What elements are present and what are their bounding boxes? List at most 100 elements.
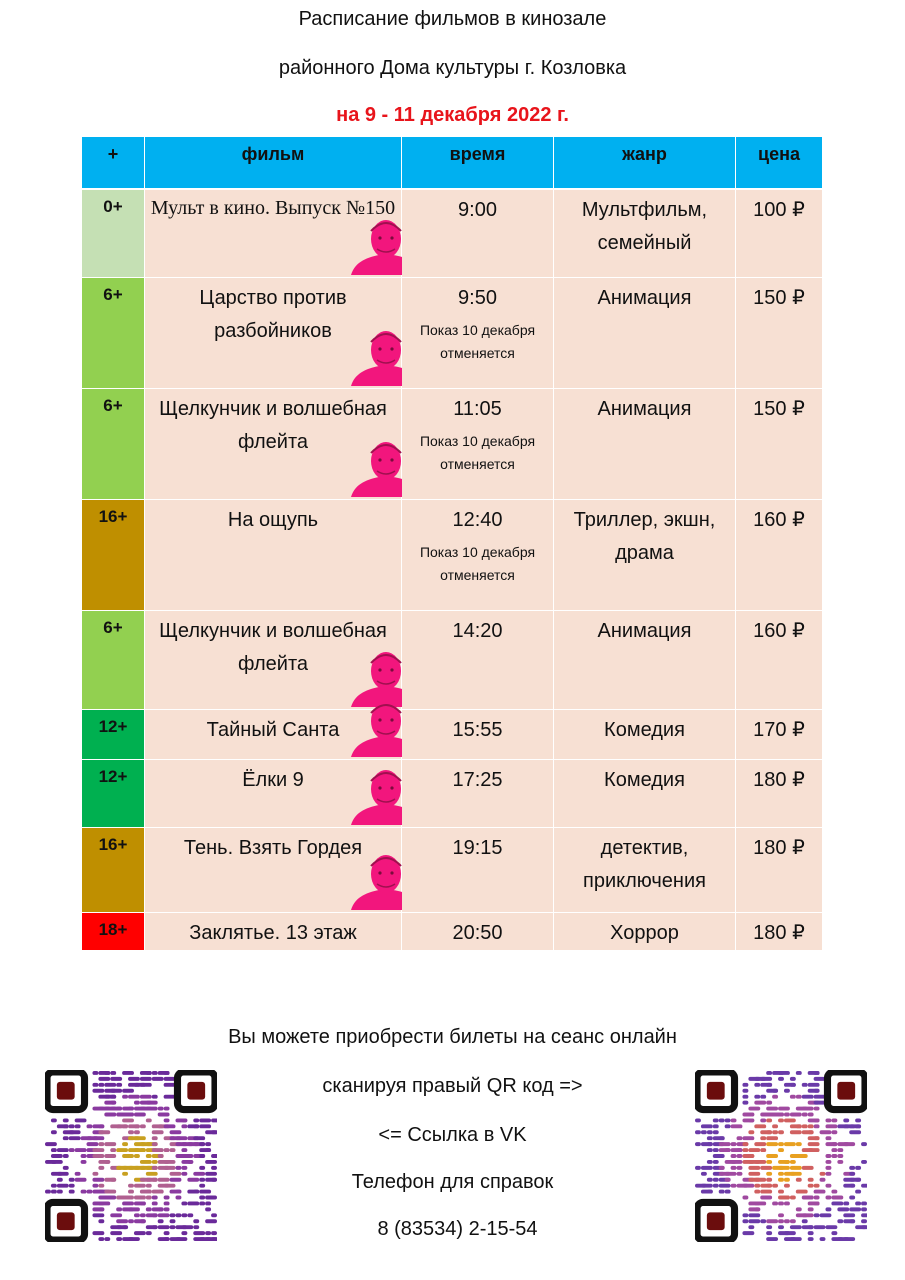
qr-module xyxy=(825,1165,832,1170)
qr-module xyxy=(157,1219,164,1224)
qr-module xyxy=(724,1118,731,1123)
qr-code[interactable] xyxy=(45,1070,217,1242)
qr-module xyxy=(199,1142,206,1147)
qr-module xyxy=(169,1130,182,1135)
qr-module xyxy=(169,1219,176,1224)
qr-module xyxy=(742,1082,749,1087)
qr-module xyxy=(789,1130,802,1135)
note: Показ 10 декабря отменяется xyxy=(419,322,536,361)
qr-module xyxy=(730,1154,737,1158)
qr-module xyxy=(151,1195,158,1200)
qr-module xyxy=(742,1195,749,1200)
qr-module xyxy=(139,1159,152,1164)
qr-module xyxy=(187,1159,194,1164)
qr-module xyxy=(169,1213,176,1218)
qr-module xyxy=(62,1165,69,1170)
price: 150 ₽ xyxy=(753,398,805,420)
qr-module xyxy=(50,1154,63,1158)
qr-module xyxy=(205,1171,217,1176)
genre-cell: детектив, приключения xyxy=(554,828,736,913)
qr-module xyxy=(831,1231,838,1236)
qr-module xyxy=(772,1124,779,1129)
qr-module xyxy=(825,1225,838,1230)
price: 180 ₽ xyxy=(753,769,805,791)
qr-module xyxy=(181,1118,188,1123)
qr-module xyxy=(760,1189,773,1194)
time: 15:55 xyxy=(452,719,503,741)
qr-module xyxy=(795,1207,802,1212)
qr-module xyxy=(68,1177,75,1182)
qr-module xyxy=(139,1094,152,1099)
age-cell: 12+ xyxy=(82,760,145,828)
qr-module xyxy=(766,1237,779,1241)
qr-module xyxy=(181,1231,188,1236)
film-cell: На ощупь xyxy=(145,500,402,611)
table-row: 12+ Ёлки 9 17:25 Комедия 180 ₽ xyxy=(82,760,823,828)
qr-module xyxy=(778,1225,784,1230)
qr-module xyxy=(742,1094,749,1099)
qr-module xyxy=(807,1183,814,1188)
qr-module xyxy=(187,1213,194,1218)
qr-module xyxy=(98,1219,105,1224)
qr-module xyxy=(110,1231,123,1236)
qr-module xyxy=(187,1201,200,1206)
qr-module xyxy=(181,1225,194,1230)
genre: Хоррор xyxy=(610,922,679,944)
film: Щелкунчик и волшебная флейта xyxy=(159,398,387,453)
table-row: 16+ На ощупь 12:40 Показ 10 декабря отменяе… xyxy=(82,500,823,611)
qr-module xyxy=(789,1076,796,1081)
qr-module xyxy=(56,1177,63,1182)
qr-finder xyxy=(56,1212,75,1231)
qr-module xyxy=(778,1148,784,1153)
age: 16+ xyxy=(98,507,128,526)
qr-module xyxy=(211,1118,217,1123)
qr-module xyxy=(849,1183,856,1188)
age: 16+ xyxy=(98,835,128,854)
qr-module xyxy=(766,1177,773,1182)
column-header: + xyxy=(82,137,145,190)
qr-module xyxy=(56,1148,69,1153)
qr-module xyxy=(795,1177,802,1182)
qr-module xyxy=(748,1225,755,1230)
qr-module xyxy=(169,1148,176,1153)
qr-module xyxy=(163,1118,170,1123)
qr-module xyxy=(205,1231,212,1236)
table-row: 0+ Мульт в кино. Выпуск №150 9:00 Мультфиль… xyxy=(82,190,823,278)
qr-module xyxy=(718,1189,725,1194)
qr-module xyxy=(789,1237,802,1241)
qr-module xyxy=(133,1100,140,1105)
genre-cell: Комедия xyxy=(554,710,736,760)
qr-module xyxy=(813,1189,826,1194)
age: 18+ xyxy=(98,920,128,939)
qr-module xyxy=(68,1148,75,1153)
table-row: 12+ Тайный Санта 15:55 Комедия 170 ₽ xyxy=(82,702,823,760)
qr-module xyxy=(736,1154,743,1158)
qr-module xyxy=(92,1148,105,1153)
qr-module xyxy=(807,1177,814,1182)
footer-line: Телефон для справок xyxy=(351,1171,554,1193)
qr-module xyxy=(783,1142,796,1147)
qr-module xyxy=(825,1195,832,1200)
qr-module xyxy=(843,1142,856,1147)
qr-module xyxy=(831,1142,838,1147)
qr-code[interactable] xyxy=(695,1070,867,1242)
qr-module xyxy=(74,1124,81,1129)
qr-module xyxy=(181,1171,188,1176)
qr-module xyxy=(145,1189,152,1194)
qr-module xyxy=(151,1159,158,1164)
qr-finder xyxy=(173,1070,217,1114)
qr-module xyxy=(145,1207,152,1212)
qr-module xyxy=(128,1207,140,1212)
qr-module xyxy=(730,1118,737,1123)
qr-module xyxy=(783,1159,790,1164)
qr-module xyxy=(813,1124,820,1129)
qr-module xyxy=(151,1148,164,1153)
age: 12+ xyxy=(98,767,128,786)
qr-module xyxy=(861,1213,867,1218)
qr-module xyxy=(163,1231,170,1236)
qr-module xyxy=(193,1136,206,1141)
qr-module xyxy=(778,1118,784,1123)
price: 180 ₽ xyxy=(753,837,805,859)
qr-module xyxy=(199,1183,206,1188)
qr-module xyxy=(766,1071,773,1075)
